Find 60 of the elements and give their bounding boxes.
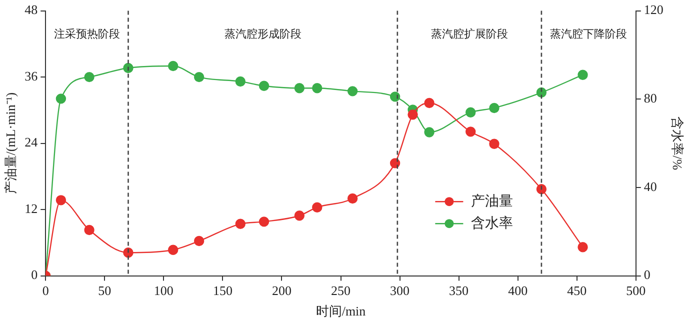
point xyxy=(347,86,358,96)
y-tick-label: 12 xyxy=(24,200,38,216)
point xyxy=(84,72,94,82)
y2-tick-label: 80 xyxy=(644,90,657,106)
x-tick-label: 0 xyxy=(42,283,49,298)
annotation: 蒸汽腔形成阶段 xyxy=(224,28,302,41)
point xyxy=(168,244,178,255)
y2-tick-label: 40 xyxy=(644,178,657,194)
y-tick-label: 24 xyxy=(24,134,38,150)
y-tick-label: 48 xyxy=(24,2,38,18)
y-axis-title: 产油量/(mL·min⁻¹) xyxy=(3,92,18,194)
point xyxy=(56,195,66,206)
x-tick-label: 450 xyxy=(567,283,587,298)
x-axis-title: 时间/min xyxy=(316,304,366,319)
point xyxy=(424,98,434,108)
y2-tick-label: 0 xyxy=(644,267,650,282)
point xyxy=(408,109,418,120)
x-tick-label: 100 xyxy=(154,283,174,298)
point xyxy=(489,138,500,149)
point xyxy=(536,184,547,194)
x-tick-label: 500 xyxy=(626,283,646,298)
point xyxy=(294,82,305,94)
y2-tick-label: 120 xyxy=(644,2,664,18)
annotation: 蒸汽腔下降阶段 xyxy=(550,28,628,41)
point xyxy=(312,202,322,212)
point xyxy=(56,94,66,104)
y-tick-label: 0 xyxy=(31,267,38,282)
point xyxy=(390,158,400,168)
point xyxy=(578,70,588,80)
legend-label: 产油量 xyxy=(471,193,514,210)
annotation: 蒸汽腔扩展阶段 xyxy=(430,28,508,41)
point xyxy=(194,72,204,82)
x-tick-label: 350 xyxy=(449,283,469,298)
y-tick-label: 36 xyxy=(24,68,38,84)
point xyxy=(536,87,547,98)
point xyxy=(258,80,270,91)
point xyxy=(235,76,246,87)
point xyxy=(168,60,178,72)
x-tick-label: 50 xyxy=(98,283,112,298)
annotation: 注采预热阶段 xyxy=(54,28,120,41)
x-tick-label: 150 xyxy=(212,283,232,298)
legend-label: 含水率 xyxy=(471,215,514,232)
x-tick-label: 200 xyxy=(272,283,292,298)
point xyxy=(489,102,500,114)
point xyxy=(194,236,204,246)
point xyxy=(347,193,358,204)
point xyxy=(466,107,476,118)
point xyxy=(312,82,322,94)
point xyxy=(235,218,246,230)
point xyxy=(258,216,270,227)
point xyxy=(424,127,434,138)
point xyxy=(84,224,94,236)
y2-axis-title: 含水率/% xyxy=(670,116,685,170)
x-tick-label: 250 xyxy=(331,283,350,298)
point xyxy=(466,126,476,137)
point xyxy=(578,242,588,252)
x-tick-label: 400 xyxy=(508,283,528,298)
x-tick-label: 300 xyxy=(390,283,410,298)
point xyxy=(390,92,400,102)
point xyxy=(294,210,305,221)
